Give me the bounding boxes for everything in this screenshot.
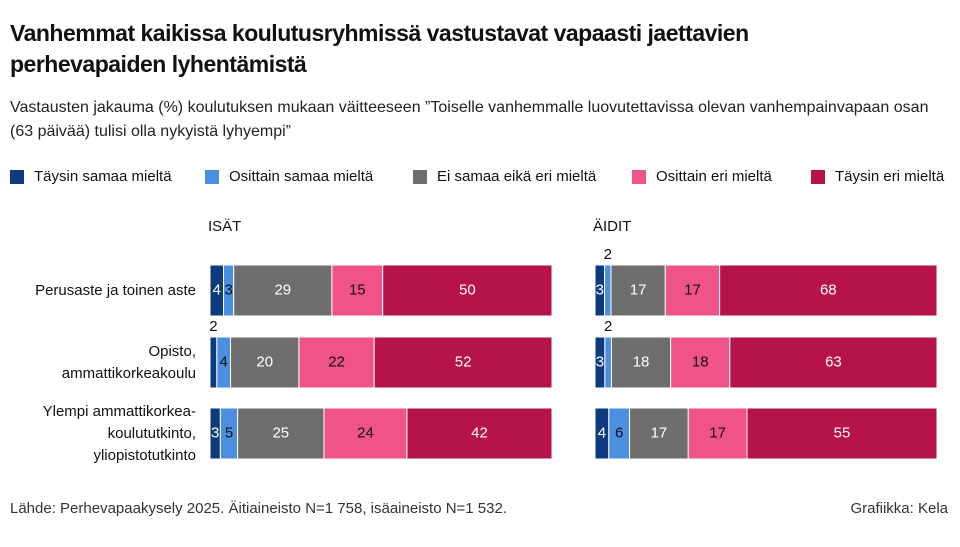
value-label: 4	[220, 353, 228, 370]
bar-segment	[664, 264, 721, 317]
bar-segment	[604, 336, 612, 389]
value-label: 24	[357, 424, 374, 441]
title: Vanhemmat kaikissa koulutusryhmissä vast…	[10, 20, 749, 77]
value-label: 4	[598, 424, 606, 441]
value-label: 3	[596, 281, 604, 298]
panel-title: ÄIDIT	[593, 218, 632, 235]
legend-label: Osittain samaa mieltä	[229, 168, 374, 185]
legend-label: Osittain eri mieltä	[656, 168, 772, 185]
value-label: 68	[820, 281, 837, 298]
value-label: 17	[630, 281, 647, 298]
bar-segment	[687, 407, 748, 460]
category-label: Ylempi ammattikorkea- koulututkinto, yli…	[42, 402, 196, 464]
value-label: 55	[834, 424, 851, 441]
value-label: 29	[274, 281, 291, 298]
value-label: 17	[709, 424, 726, 441]
credit: Grafiikka: Kela	[850, 500, 948, 517]
bar-segment	[382, 264, 553, 317]
value-label: 4	[213, 281, 221, 298]
legend-swatch	[205, 169, 219, 184]
value-label: 17	[684, 281, 701, 298]
value-label: 6	[615, 424, 623, 441]
category-label: Opisto, ammattikorkeakoulu	[61, 342, 196, 382]
value-label: 3	[211, 424, 219, 441]
value-label: 3	[224, 281, 232, 298]
legend-swatch	[632, 169, 646, 184]
bar-segment	[610, 264, 666, 317]
legend-label: Täysin eri mieltä	[835, 168, 945, 185]
legend-label: Ei samaa eikä eri mieltä	[437, 168, 597, 185]
legend-item: Ei samaa eikä eri mieltä	[413, 168, 596, 185]
legend-item: Täysin samaa mieltä	[10, 168, 172, 185]
subtitle: Vastausten jakauma (%) koulutuksen mukaa…	[10, 99, 929, 140]
legend-swatch	[413, 169, 427, 184]
value-label: 18	[692, 353, 709, 370]
bar-segment	[604, 264, 612, 317]
bar-segment	[209, 336, 218, 389]
value-label: 63	[825, 353, 842, 370]
source: Lähde: Perhevapaakysely 2025. Äitiaineis…	[10, 500, 507, 517]
value-label: 2	[604, 246, 612, 263]
value-label: 3	[596, 353, 604, 370]
panel-title: ISÄT	[208, 218, 242, 235]
legend-label: Täysin samaa mieltä	[34, 168, 172, 185]
bar-segment	[729, 336, 938, 389]
bar-segment	[406, 407, 553, 460]
value-label: 52	[455, 353, 472, 370]
bar-segment	[670, 336, 731, 389]
category-label: Perusaste ja toinen aste	[35, 281, 196, 299]
bar-segment	[719, 264, 938, 317]
value-label: 2	[209, 318, 217, 335]
value-label: 50	[459, 281, 476, 298]
value-label: 42	[471, 424, 488, 441]
bar-segment	[373, 336, 553, 389]
bar-segment	[230, 336, 300, 389]
bar-segment	[323, 407, 408, 460]
value-label: 20	[256, 353, 273, 370]
value-label: 17	[651, 424, 668, 441]
legend-item: Osittain eri mieltä	[632, 168, 772, 185]
value-label: 25	[272, 424, 289, 441]
bar-segment	[331, 264, 384, 317]
bar-segment	[746, 407, 938, 460]
legend-swatch	[811, 169, 825, 184]
value-label: 15	[349, 281, 366, 298]
legend-item: Täysin eri mieltä	[811, 168, 944, 185]
value-label: 2	[604, 318, 612, 335]
value-label: 18	[633, 353, 650, 370]
value-label: 22	[328, 353, 345, 370]
legend-swatch	[10, 169, 24, 184]
legend-item: Osittain samaa mieltä	[205, 168, 373, 185]
value-label: 5	[225, 424, 233, 441]
bar-segment	[629, 407, 689, 460]
